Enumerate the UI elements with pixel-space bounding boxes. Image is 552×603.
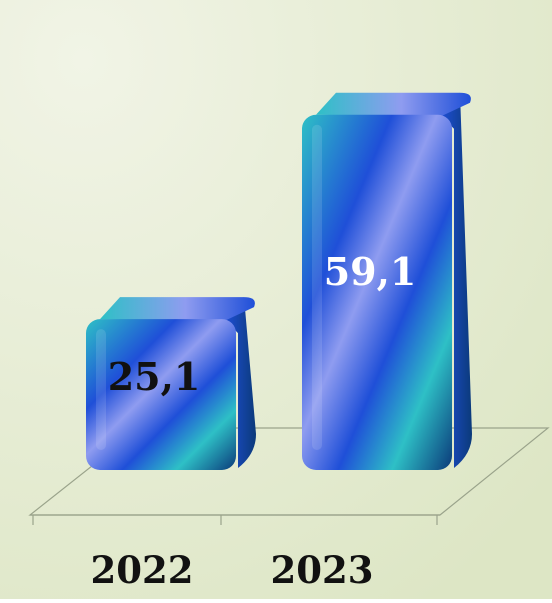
bar-highlight xyxy=(312,124,322,450)
bar-value-label: 25,1 xyxy=(108,354,201,399)
bar-side-face xyxy=(440,92,472,468)
category-label: 2023 xyxy=(271,548,374,592)
bar-highlight xyxy=(96,329,106,450)
bars-group: 25,1 59,1 xyxy=(86,92,472,470)
bar-2022: 25,1 xyxy=(86,297,256,470)
bar-front-face xyxy=(86,319,236,470)
bar-value-label: 59,1 xyxy=(324,249,417,294)
bar-side-face xyxy=(224,297,256,468)
category-label: 2022 xyxy=(91,548,194,592)
bar-2023: 59,1 xyxy=(302,92,472,470)
category-labels: 2022 2023 xyxy=(91,548,374,592)
bar-top-face xyxy=(316,92,471,117)
bar-top-face xyxy=(100,297,255,322)
bar-front-face xyxy=(302,114,452,470)
